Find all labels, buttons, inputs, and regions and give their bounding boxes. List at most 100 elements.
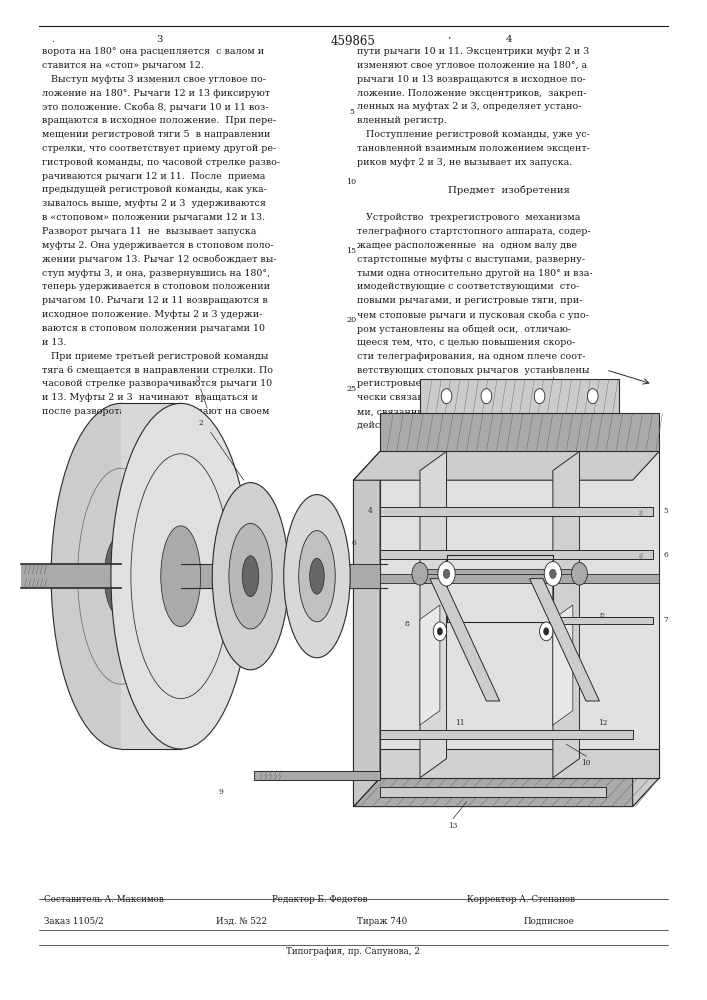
Text: действующей с третьей регистровой тягой.: действующей с третьей регистровой тягой. (357, 421, 577, 430)
Text: имодействующие с соответствующими  сто-: имодействующие с соответствующими сто- (357, 282, 580, 291)
Circle shape (443, 569, 450, 578)
Circle shape (544, 562, 561, 586)
Text: предыдущей регистровой команды, как ука-: предыдущей регистровой команды, как ука- (42, 186, 267, 194)
Text: жении рычагом 13. Рычаг 12 освобождает вы-: жении рычагом 13. Рычаг 12 освобождает в… (42, 255, 277, 264)
Polygon shape (121, 403, 181, 749)
Text: ворота на 180° она расцепляется  с валом и: ворота на 180° она расцепляется с валом … (42, 47, 264, 56)
Ellipse shape (51, 403, 191, 749)
Circle shape (544, 628, 549, 635)
Polygon shape (380, 507, 653, 516)
Text: .: . (52, 35, 54, 44)
Text: часовой стрелке разворачиваются рычаги 10: часовой стрелке разворачиваются рычаги 1… (42, 379, 272, 388)
Circle shape (534, 389, 545, 404)
Text: рычагом 10. Рычаги 12 и 11 возвращаются в: рычагом 10. Рычаги 12 и 11 возвращаются … (42, 296, 268, 305)
Ellipse shape (105, 535, 137, 617)
Text: 8: 8 (404, 620, 409, 628)
Text: 2: 2 (199, 419, 203, 427)
Text: 11: 11 (455, 719, 464, 727)
Text: сти телеграфирования, на одном плече соот-: сти телеграфирования, на одном плече соо… (357, 352, 585, 361)
Text: теперь удерживается в стоповом положении: теперь удерживается в стоповом положении (42, 282, 270, 291)
Text: 6: 6 (663, 551, 668, 559)
Polygon shape (530, 579, 600, 701)
Text: 13: 13 (448, 822, 458, 830)
Text: повыми рычагами, и регистровые тяги, при-: повыми рычагами, и регистровые тяги, при… (357, 296, 583, 305)
Text: вленный регистр.: вленный регистр. (357, 116, 447, 125)
Text: изменяют свое угловое положение на 180°, а: изменяют свое угловое положение на 180°,… (357, 61, 587, 70)
Text: рачиваются рычаги 12 и 11.  После  приема: рачиваются рычаги 12 и 11. После приема (42, 172, 266, 181)
Text: чески связано с другими стоповыми рычага-: чески связано с другими стоповыми рычага… (357, 393, 585, 402)
Circle shape (481, 389, 492, 404)
Text: •: • (448, 35, 450, 40)
Polygon shape (430, 579, 500, 701)
Ellipse shape (229, 523, 272, 629)
Polygon shape (380, 730, 633, 739)
Text: стартстопные муфты с выступами, разверну-: стартстопные муфты с выступами, разверну… (357, 255, 585, 264)
Circle shape (441, 389, 452, 404)
Polygon shape (354, 778, 659, 807)
Polygon shape (553, 451, 580, 778)
Text: 10: 10 (581, 759, 591, 767)
Circle shape (588, 389, 598, 404)
Polygon shape (21, 564, 121, 588)
Polygon shape (420, 605, 440, 725)
Text: жащее расположенные  на  одном валу две: жащее расположенные на одном валу две (357, 241, 577, 250)
Ellipse shape (243, 556, 259, 597)
Text: 25: 25 (346, 385, 356, 393)
Text: Корректор А. Степанов: Корректор А. Степанов (467, 895, 575, 904)
Text: r₂: r₂ (600, 611, 606, 619)
Text: риков муфт 2 и 3, не вызывает их запуска.: риков муфт 2 и 3, не вызывает их запуска… (357, 158, 572, 167)
Polygon shape (317, 564, 380, 588)
Ellipse shape (284, 495, 350, 658)
Text: и 13. Муфты 2 и 3  начинают  вращаться и: и 13. Муфты 2 и 3 начинают вращаться и (42, 393, 258, 402)
Text: Подписное: Подписное (523, 917, 574, 926)
Text: Редактор Б. Федотов: Редактор Б. Федотов (272, 895, 368, 904)
Text: Заказ 1105/2: Заказ 1105/2 (44, 917, 104, 926)
Text: чем стоповые рычаги и пусковая скоба с упо-: чем стоповые рычаги и пусковая скоба с у… (357, 310, 589, 320)
Text: 4: 4 (368, 507, 373, 515)
Text: 3: 3 (195, 375, 199, 383)
Text: Типография, пр. Сапунова, 2: Типография, пр. Сапунова, 2 (286, 947, 421, 956)
Text: Поступление регистровой команды, уже ус-: Поступление регистровой команды, уже ус- (357, 130, 590, 139)
Text: ложение на 180°. Рычаги 12 и 13 фиксируют: ложение на 180°. Рычаги 12 и 13 фиксирую… (42, 89, 270, 98)
Text: после разворота на 180° встречают на своем: после разворота на 180° встречают на сво… (42, 407, 270, 416)
Text: муфты 2. Она удерживается в стоповом поло-: муфты 2. Она удерживается в стоповом пол… (42, 241, 274, 250)
Polygon shape (354, 451, 380, 807)
Text: исходное положение. Муфты 2 и 3 удержи-: исходное положение. Муфты 2 и 3 удержи- (42, 310, 263, 319)
Text: щееся тем, что, с целью повышения скоро-: щееся тем, что, с целью повышения скоро- (357, 338, 575, 347)
Circle shape (437, 628, 443, 635)
Ellipse shape (310, 558, 325, 594)
Polygon shape (553, 617, 653, 624)
Text: 20: 20 (346, 316, 356, 324)
Text: ставится на «стоп» рычагом 12.: ставится на «стоп» рычагом 12. (42, 61, 204, 70)
Text: ром установлены на общей оси,  отличаю-: ром установлены на общей оси, отличаю- (357, 324, 571, 334)
Text: в «стоповом» положении рычагами 12 и 13.: в «стоповом» положении рычагами 12 и 13. (42, 213, 266, 222)
Ellipse shape (111, 403, 250, 749)
Text: 459865: 459865 (331, 35, 376, 48)
Text: телеграфного стартстопного аппарата, содер-: телеграфного стартстопного аппарата, сод… (357, 227, 590, 236)
Polygon shape (380, 550, 653, 559)
Polygon shape (181, 564, 387, 588)
Circle shape (412, 563, 428, 585)
Text: 10: 10 (346, 178, 356, 186)
Text: 1: 1 (551, 366, 555, 374)
Circle shape (571, 563, 588, 585)
Polygon shape (380, 749, 659, 778)
Text: тыми одна относительно другой на 180° и вза-: тыми одна относительно другой на 180° и … (357, 269, 592, 278)
Text: 4: 4 (506, 35, 513, 44)
Text: Устройство  трехрегистрового  механизма: Устройство трехрегистрового механизма (357, 213, 580, 222)
Polygon shape (380, 574, 659, 583)
Polygon shape (420, 451, 447, 778)
Polygon shape (354, 451, 380, 807)
Text: Тираж 740: Тираж 740 (357, 917, 407, 926)
Text: мещении регистровой тяги 5  в направлении: мещении регистровой тяги 5 в направлении (42, 130, 271, 139)
Text: 6: 6 (351, 539, 356, 547)
Text: 5: 5 (663, 507, 668, 515)
Polygon shape (254, 771, 380, 780)
Polygon shape (354, 451, 659, 480)
Text: вращаются в исходное положение.  При пере-: вращаются в исходное положение. При пере… (42, 116, 276, 125)
Text: пути рычаги 10 и 11. Эксцентрики муфт 2 и 3: пути рычаги 10 и 11. Эксцентрики муфт 2 … (357, 47, 590, 56)
Polygon shape (553, 605, 573, 725)
Text: гистровой команды, по часовой стрелке разво-: гистровой команды, по часовой стрелке ра… (42, 158, 281, 167)
Text: ветствующих стоповых рычагов  установлены: ветствующих стоповых рычагов установлены (357, 366, 590, 375)
Text: рычаги 10 и 13 возвращаются в исходное по-: рычаги 10 и 13 возвращаются в исходное п… (357, 75, 586, 84)
